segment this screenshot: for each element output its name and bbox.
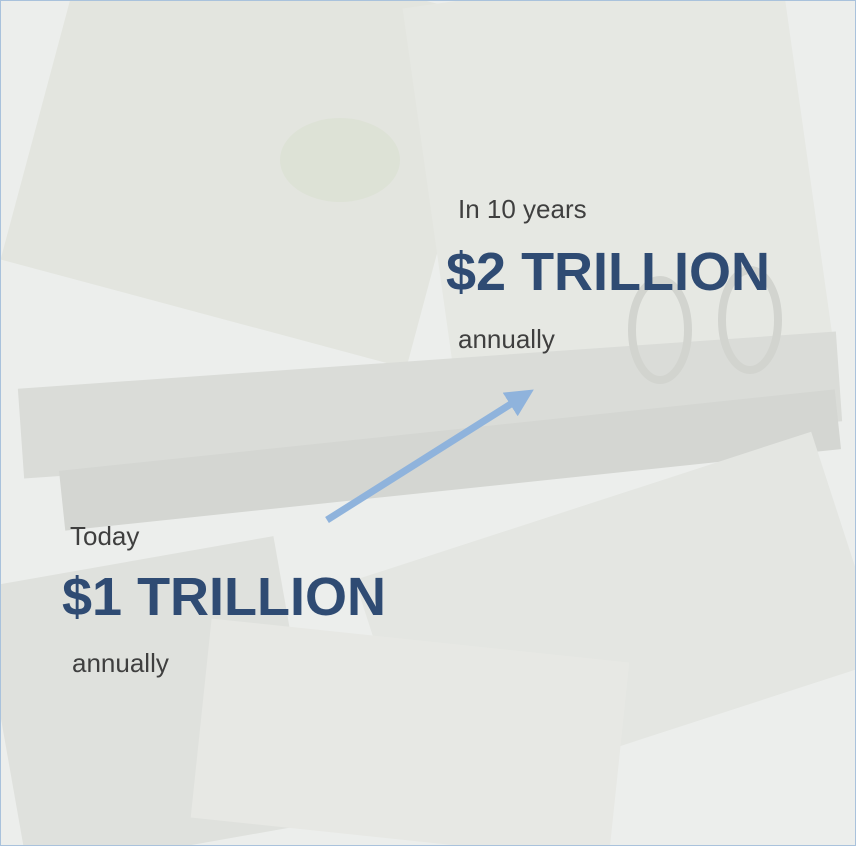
today-amount: $1 TRILLION <box>62 567 386 627</box>
today-period: annually <box>72 648 169 678</box>
future-amount: $2 TRILLION <box>446 242 770 302</box>
today-label: Today <box>70 521 139 551</box>
growth-arrow <box>325 389 534 523</box>
future-period: annually <box>458 324 555 354</box>
future-label: In 10 years <box>458 194 587 224</box>
